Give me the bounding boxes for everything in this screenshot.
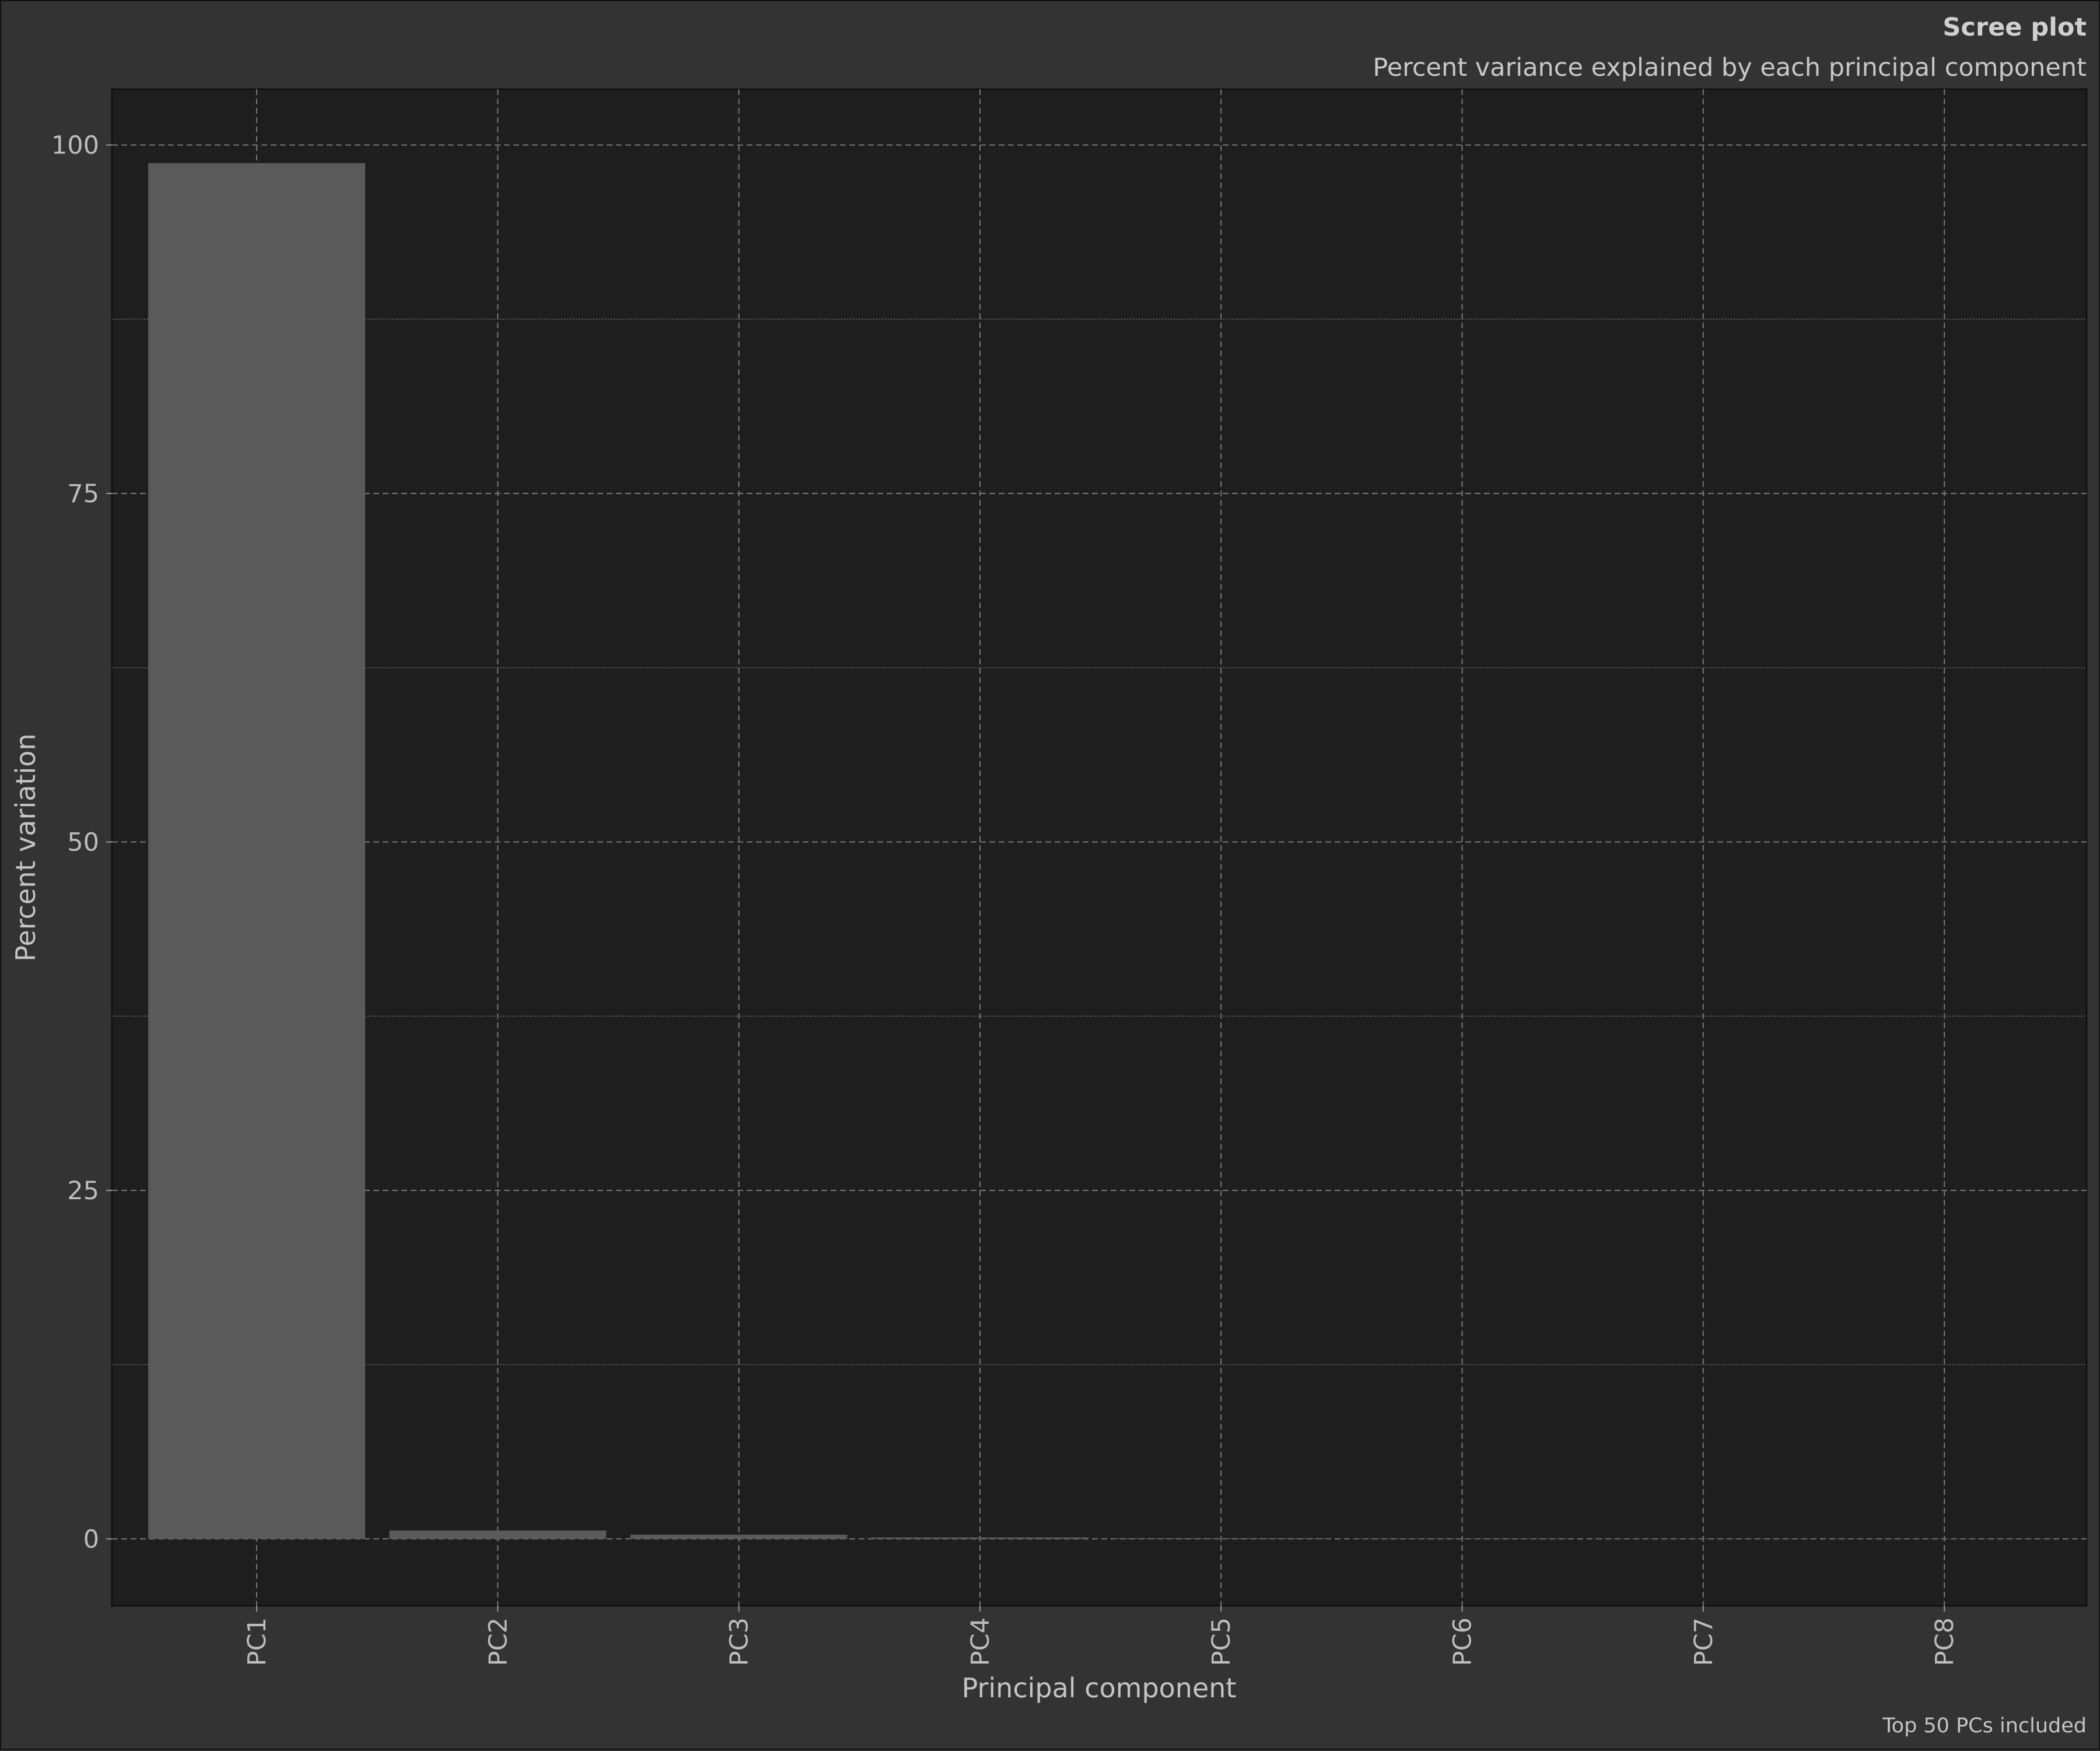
bar-pc5 <box>1112 1538 1330 1539</box>
y-axis: 0 25 50 75 100 <box>51 131 112 1554</box>
chart-caption: Top 50 PCs included <box>1882 1714 2087 1738</box>
bars <box>148 163 2053 1539</box>
y-axis-label: Percent variation <box>10 733 41 961</box>
x-tick-label: PC7 <box>1689 1617 1718 1666</box>
x-tick-label: PC6 <box>1448 1617 1478 1666</box>
x-tick-label: PC1 <box>243 1617 272 1666</box>
chart-title: Scree plot <box>1943 13 2087 42</box>
x-tick-label: PC8 <box>1930 1617 1959 1666</box>
y-tick-label: 75 <box>67 479 99 509</box>
bar-pc1 <box>148 163 365 1539</box>
x-tick-label: PC4 <box>966 1617 995 1666</box>
plot-panel <box>111 88 2088 1607</box>
x-tick-label: PC2 <box>484 1617 513 1666</box>
bar-pc3 <box>630 1535 848 1539</box>
bar-pc4 <box>871 1537 1088 1539</box>
chart-subtitle: Percent variance explained by each princ… <box>1373 53 2087 82</box>
x-tick-label: PC5 <box>1207 1617 1236 1666</box>
y-tick-label: 50 <box>67 828 99 857</box>
x-tick-label: PC3 <box>725 1617 754 1666</box>
y-tick-label: 100 <box>51 131 99 160</box>
x-axis-label: Principal component <box>962 1672 1237 1704</box>
x-axis: PC1 PC2 PC3 PC4 PC5 PC6 PC7 PC8 <box>243 1606 1959 1666</box>
bar-pc2 <box>389 1530 607 1539</box>
y-tick-label: 25 <box>67 1176 99 1206</box>
y-tick-label: 0 <box>83 1525 99 1554</box>
